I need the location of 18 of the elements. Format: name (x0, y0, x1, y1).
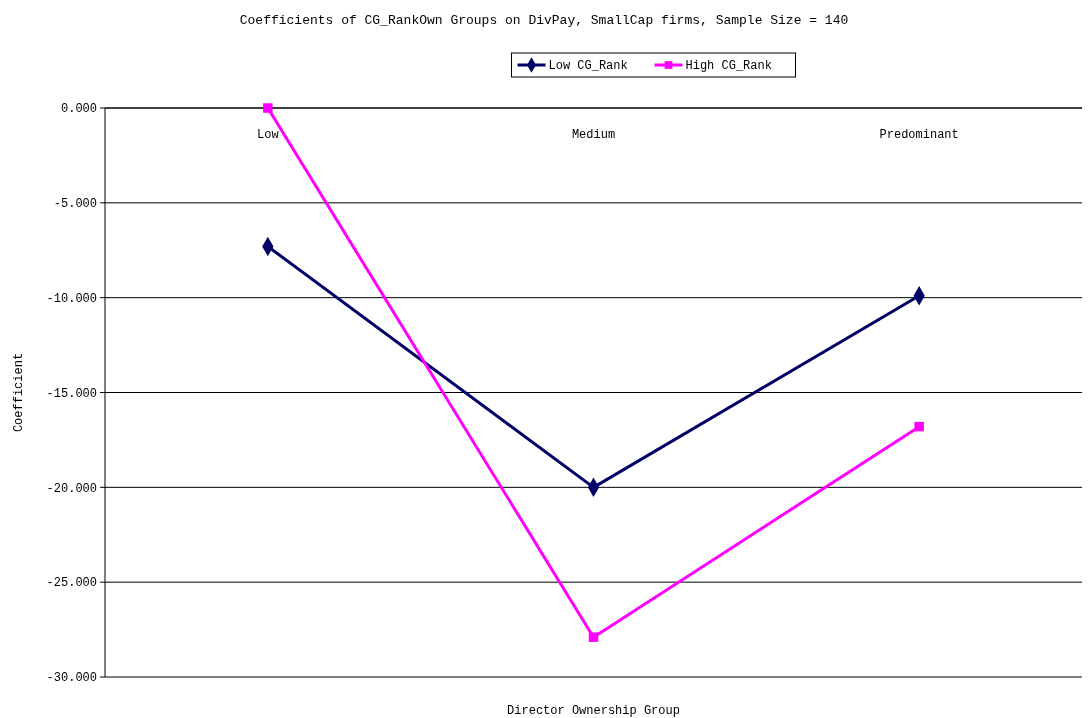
x-tick-label: Predominant (879, 128, 959, 142)
y-tick-label: -25.000 (46, 576, 97, 591)
y-tick-label: -20.000 (46, 481, 97, 496)
legend-label: High CG_Rank (685, 59, 772, 74)
legend-label: Low CG_Rank (548, 59, 628, 74)
x-axis-title: Director Ownership Group (507, 704, 680, 718)
x-tick-label: Medium (571, 128, 616, 142)
point (588, 632, 599, 642)
point (263, 103, 273, 113)
y-tick-label: -30.000 (46, 671, 97, 686)
y-axis-title: Coefficient (12, 352, 26, 433)
point (914, 421, 924, 432)
y-tick-label: 0.000 (60, 102, 97, 117)
chart-title: Coefficients of CG_RankOwn Groups on DivPay, SmallCap firms, Sample Size = 140 (239, 13, 849, 28)
y-tick-label: -10.000 (46, 291, 97, 306)
y-tick-label: -15.000 (46, 386, 97, 401)
y-tick-label: -5.000 (53, 197, 97, 212)
x-tick-label: Low (257, 128, 280, 142)
